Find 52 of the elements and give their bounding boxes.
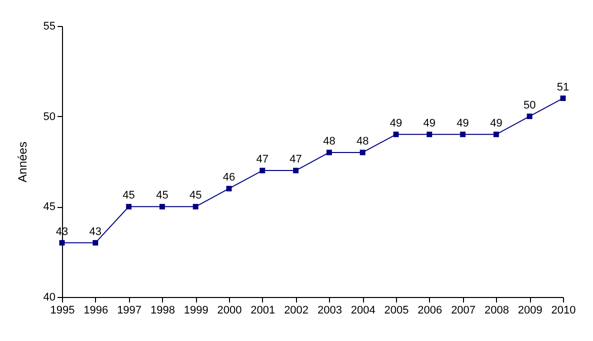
data-label: 46 [222,172,236,184]
data-label: 49 [423,117,436,130]
data-label: 45 [156,190,168,202]
x-tick-label: 2008 [484,304,509,316]
y-axis-title: Années [15,142,30,182]
x-tick-label: 2000 [217,304,242,316]
data-label: 47 [256,154,269,166]
point [560,96,566,102]
data-label: 51 [556,81,570,94]
point [92,240,98,246]
data-label: 48 [356,135,369,148]
data-label: 50 [523,99,536,112]
x-tick-label: 2005 [384,304,409,316]
x-tick-label: 2003 [317,304,342,316]
point [393,132,399,138]
data-label: 45 [189,190,202,202]
point [426,132,432,138]
point [192,204,198,210]
point [59,240,65,246]
x-tick-label: 2009 [518,304,542,316]
point [360,150,366,156]
point [326,150,332,156]
point [159,204,165,210]
x-tick-label: 2010 [551,304,576,316]
point [126,204,132,210]
y-tick-label: 50 [43,110,56,123]
y-tick-label: 55 [43,20,56,32]
x-tick-label: 2002 [284,304,309,316]
x-tick-label: 2004 [350,304,376,316]
data-label: 47 [290,154,302,166]
data-label: 43 [89,226,102,238]
point [493,132,499,138]
point [226,186,232,192]
data-label: 48 [323,135,336,148]
point [460,132,466,138]
y-tick-label: 45 [43,201,56,214]
data-label: 49 [390,117,402,130]
data-label: 45 [122,190,135,202]
x-tick-label: 1998 [150,304,175,316]
data-label: 49 [456,117,469,130]
x-tick-label: 1999 [184,304,208,316]
y-tick-label: 40 [43,292,56,304]
x-tick-label: 1997 [117,304,142,316]
x-tick-label: 1996 [84,304,108,316]
x-tick-label: 2001 [250,304,276,316]
x-tick-label: 2006 [418,304,442,316]
x-tick-label: 2007 [451,304,476,316]
data-label: 49 [490,117,502,130]
point [293,168,299,174]
point [526,114,532,120]
point [260,168,266,174]
x-tick-label: 1995 [50,304,75,316]
